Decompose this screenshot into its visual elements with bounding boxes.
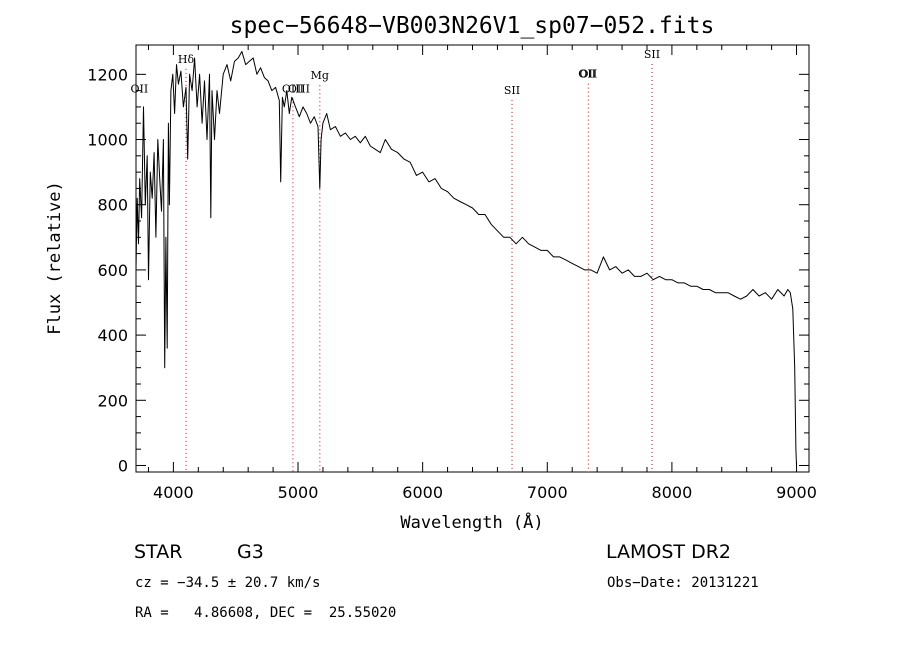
line-label: OII bbox=[580, 68, 598, 81]
coordinates: RA = 4.86608, DEC = 25.55020 bbox=[135, 605, 397, 621]
x-axis-label: Wavelength (Å) bbox=[400, 511, 543, 533]
y-axis-label: Flux (relative) bbox=[45, 181, 65, 335]
observation-date: Obs−Date: 20131221 bbox=[607, 575, 759, 591]
line-label: Mg bbox=[311, 69, 329, 82]
y-tick-label: 800 bbox=[97, 196, 128, 215]
y-tick-label: 600 bbox=[97, 261, 128, 280]
y-tick-label: 400 bbox=[97, 326, 128, 345]
object-class: STAR bbox=[134, 541, 183, 563]
survey-name: LAMOST DR2 bbox=[606, 541, 731, 563]
y-tick-label: 1200 bbox=[87, 65, 128, 84]
x-tick-label: 6000 bbox=[402, 483, 443, 502]
y-tick-label: 0 bbox=[118, 456, 128, 475]
y-tick-label: 1000 bbox=[87, 131, 128, 150]
spectrum-line bbox=[135, 51, 797, 466]
x-tick-label: 4000 bbox=[153, 483, 194, 502]
chart-title: spec−56648−VB003N26V1_sp07−052.fits bbox=[230, 13, 715, 39]
plot-frame bbox=[135, 44, 810, 473]
line-label: OII bbox=[578, 68, 596, 81]
redshift-velocity: cz = −34.5 ± 20.7 km/s bbox=[135, 575, 321, 591]
line-label: SII bbox=[644, 48, 660, 61]
line-label: Hδ bbox=[178, 53, 195, 66]
x-tick-label: 7000 bbox=[527, 483, 568, 502]
object-subclass: G3 bbox=[237, 541, 264, 563]
line-label: OIII bbox=[288, 82, 310, 95]
x-tick-label: 5000 bbox=[278, 483, 319, 502]
line-label: OII bbox=[131, 82, 149, 95]
y-tick-label: 200 bbox=[97, 391, 128, 410]
y-axis: 0 200 400 600 800 1000 1200 bbox=[87, 65, 809, 475]
x-axis: 4000 5000 6000 7000 8000 9000 bbox=[147, 45, 817, 502]
x-tick-label: 8000 bbox=[652, 483, 693, 502]
x-tick-label: 9000 bbox=[776, 483, 817, 502]
line-label: SII bbox=[504, 84, 520, 97]
spectrum-series bbox=[135, 51, 797, 466]
